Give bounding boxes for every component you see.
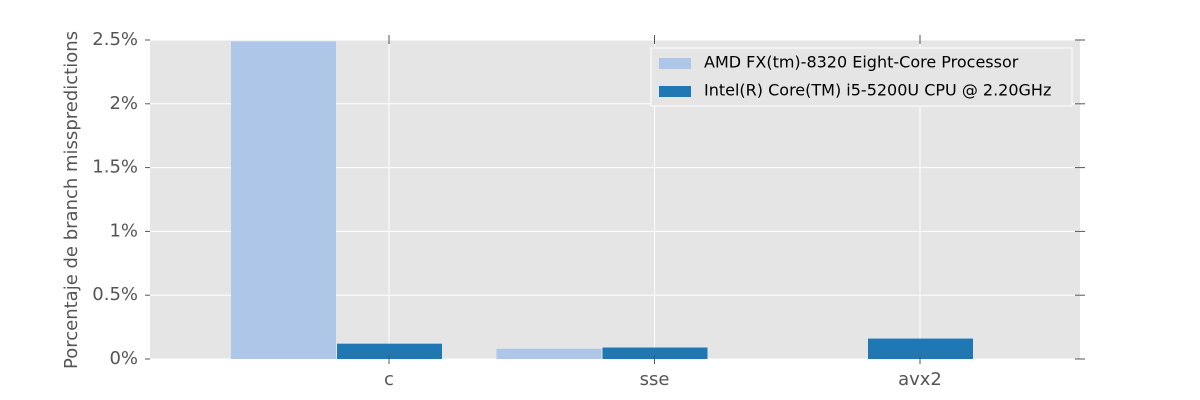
legend-box — [650, 47, 1073, 107]
legend-label: AMD FX(tm)-8320 Eight-Core Processor — [704, 53, 1019, 72]
y-tick-label: 0% — [109, 348, 138, 369]
y-tick-label: 0.5% — [92, 284, 138, 305]
y-tick-label: 2.5% — [92, 29, 138, 50]
x-tick-label: sse — [640, 369, 670, 390]
y-axis-label: Porcentaje de branch misspredictions — [61, 31, 82, 369]
y-tick-label: 1% — [109, 220, 138, 241]
x-tick-label: avx2 — [898, 369, 942, 390]
y-tick-label: 1.5% — [92, 157, 138, 178]
bar — [602, 347, 708, 359]
legend-label: Intel(R) Core(TM) i5-5200U CPU @ 2.20GHz — [704, 81, 1051, 100]
bar — [496, 348, 602, 359]
legend-swatch — [659, 58, 691, 69]
bars — [231, 41, 973, 359]
bar — [337, 343, 442, 359]
legend-swatch — [659, 86, 691, 97]
y-tick-label: 2% — [109, 93, 138, 114]
x-tick-label: c — [384, 369, 394, 390]
bar — [231, 41, 336, 359]
bar — [868, 338, 973, 359]
